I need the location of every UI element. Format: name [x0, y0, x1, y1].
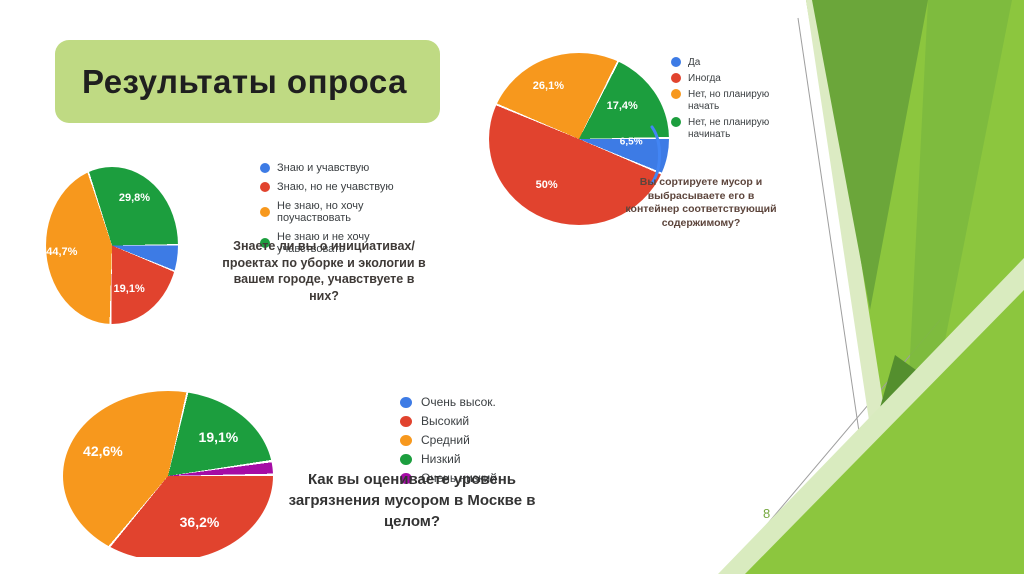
legend-dot-icon [671, 89, 681, 99]
legend: Очень высок. Высокий Средний Низкий Очен… [400, 395, 497, 490]
slide-title-box: Результаты опроса [55, 40, 440, 123]
page-number: 8 [763, 506, 771, 521]
slice-label: 26,1% [532, 79, 564, 92]
legend-dot-icon [671, 57, 681, 67]
pie-chart-initiatives: 29,8% 44,7% 19,1% [46, 167, 178, 324]
legend-label: Да [688, 57, 701, 68]
legend-label: Средний [421, 433, 470, 447]
legend-label: Нет, но планирую начать [688, 89, 770, 112]
legend-dot-icon [400, 397, 412, 408]
legend-item: Иногда [671, 73, 771, 85]
legend-item: Да [671, 57, 771, 69]
survey-question: Вы сортируете мусор и выбрасываете его в… [625, 176, 777, 229]
legend-label: Не знаю, но хочу поучаствовать [277, 200, 364, 224]
slice-label: 6,5% [619, 136, 643, 148]
legend-item: Средний [400, 433, 497, 447]
legend-item: Знаю и учавствую [260, 162, 437, 174]
legend: Знаю и учавствую Знаю, но не учавствую Н… [260, 162, 437, 262]
slide-title: Результаты опроса [82, 62, 407, 100]
legend-item: Знаю, но не учавствую [260, 181, 437, 193]
legend-label: Очень низкий [421, 471, 497, 485]
pie-chart-pollution-level: 42,6% 19,1% 36,2% [63, 391, 273, 561]
legend-item: Не знаю и не хочу учавствовать [260, 231, 437, 255]
slice-label: 19,1% [198, 428, 239, 445]
legend-label: Высокий [421, 414, 470, 428]
slice-label: 29,8% [118, 192, 151, 205]
survey-chart-card-3: 42,6% 19,1% 36,2% Очень высок. Высокий С… [48, 389, 538, 557]
slice-label: 50% [535, 179, 558, 192]
legend-label: Иногда [688, 73, 721, 84]
legend-dot-icon [260, 207, 270, 217]
legend-item: Не знаю, но хочу поучаствовать [260, 200, 437, 224]
legend-dot-icon [260, 182, 270, 192]
legend-dot-icon [260, 163, 270, 173]
survey-question: Как вы оцениваете уровень загрязнения му… [288, 471, 536, 530]
legend-dot-icon [400, 473, 412, 484]
legend-label: Низкий [421, 452, 461, 466]
legend-label: Не знаю и не хочу учавствовать [277, 231, 370, 255]
legend-label: Знаю и учавствую [277, 162, 370, 174]
legend-dot-icon [400, 454, 412, 465]
survey-chart-card-1: 29,8% 44,7% 19,1% Знаю и учавствую Знаю,… [30, 147, 437, 338]
legend-dot-icon [671, 117, 681, 127]
slice-label: 44,7% [46, 245, 78, 258]
legend: Да Иногда Нет, но планирую начать Нет, н… [671, 57, 771, 145]
pie-chart-sorting: 26,1% 17,4% 6,5% 50% [489, 53, 669, 225]
legend-label: Знаю, но не учавствую [277, 181, 394, 193]
survey-chart-card-2: 26,1% 17,4% 6,5% 50% Да Иногда Нет, но п… [483, 38, 779, 243]
legend-dot-icon [260, 238, 270, 248]
legend-item: Очень высок. [400, 395, 497, 409]
slice-label: 42,6% [83, 442, 123, 459]
legend-label: Очень высок. [421, 395, 496, 409]
slice-label: 17,4% [606, 100, 638, 113]
legend-item: Нет, не планирую начинать [671, 117, 771, 141]
slice-label: 19,1% [113, 283, 145, 296]
legend-dot-icon [400, 416, 412, 427]
legend-item: Высокий [400, 414, 497, 428]
slice-bracket-annotation [649, 124, 665, 186]
survey-question: Знаете ли вы о инициативах/проектах по у… [222, 239, 426, 303]
slice-label: 36,2% [179, 513, 220, 530]
legend-item: Низкий [400, 452, 497, 466]
legend-label: Нет, не планирую начинать [688, 117, 770, 140]
legend-item: Нет, но планирую начать [671, 89, 771, 113]
legend-dot-icon [400, 435, 412, 446]
legend-dot-icon [671, 73, 681, 83]
legend-item: Очень низкий [400, 471, 497, 485]
